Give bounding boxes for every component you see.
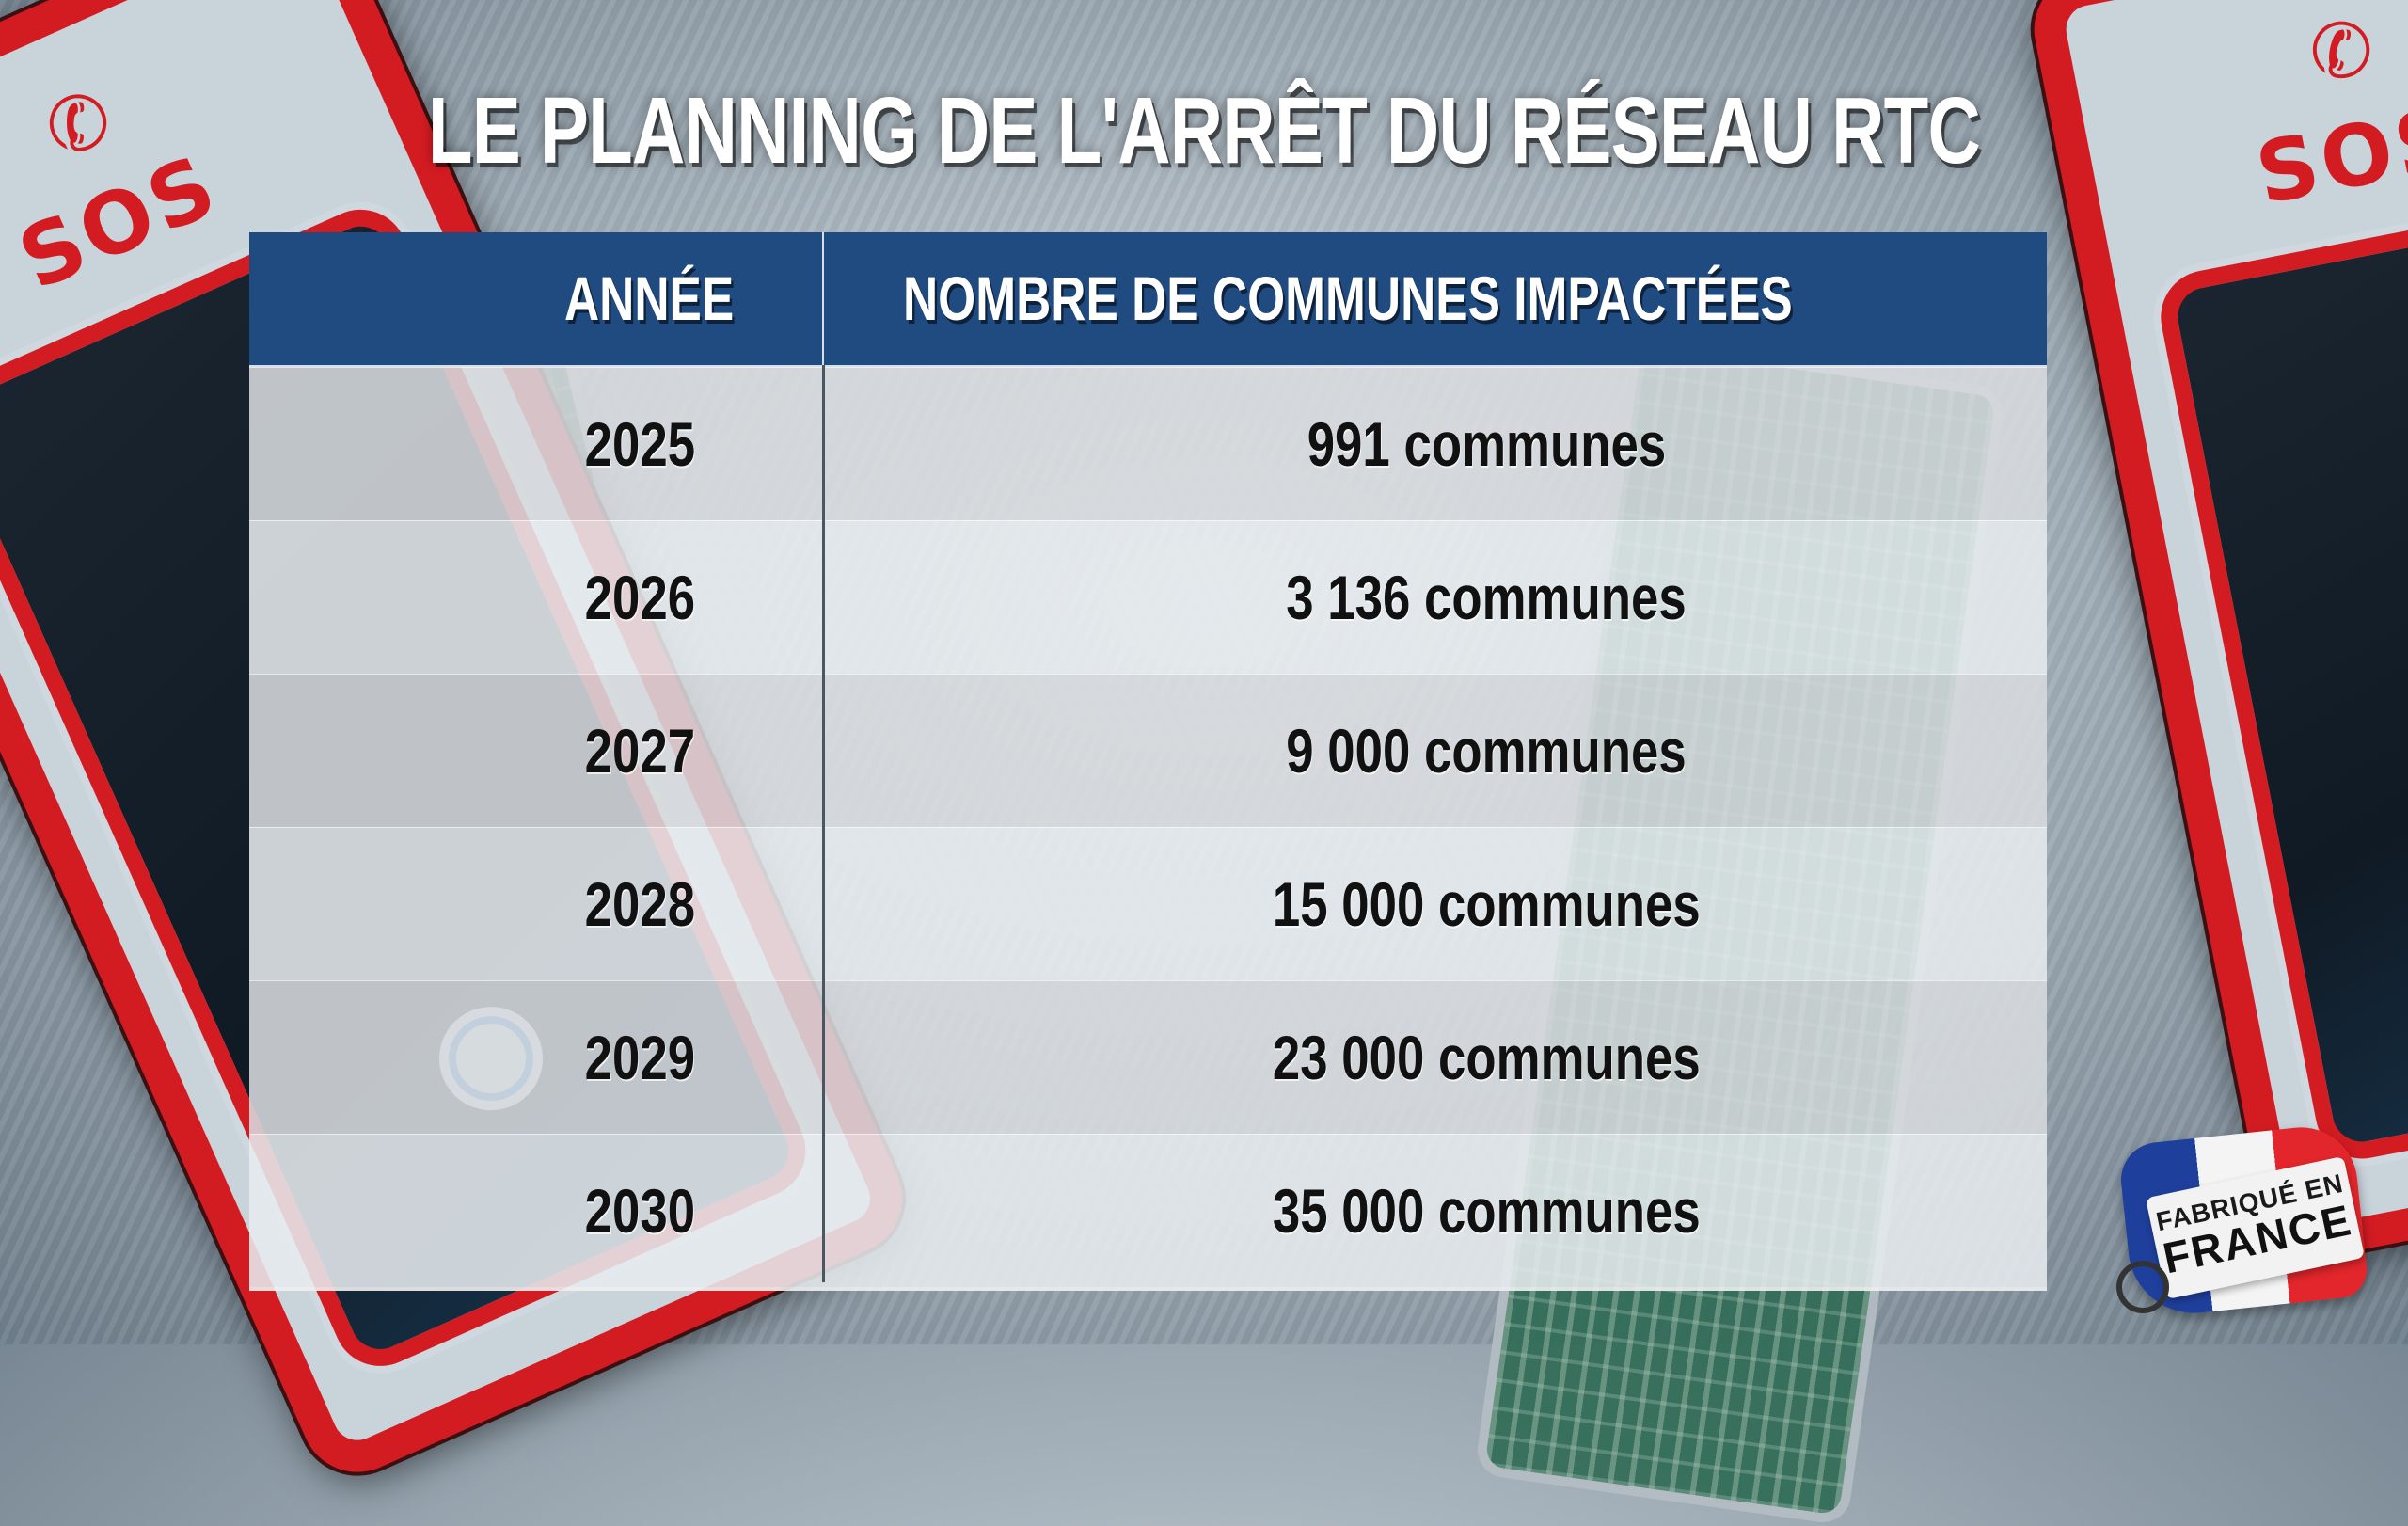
- phone-signal-icon: ✆: [2303, 4, 2381, 99]
- cell-communes-count: 35 000 communes: [1272, 1176, 1701, 1246]
- table-row: 2029 23 000 communes: [249, 980, 2047, 1134]
- cell-communes-count: 23 000 communes: [1272, 1023, 1701, 1092]
- table-header: ANNÉE NOMBRE DE COMMUNES IMPACTÉES: [249, 232, 2047, 365]
- phone-signal-icon: ✆: [32, 72, 125, 176]
- cell-communes-count: 9 000 communes: [1286, 716, 1687, 786]
- table-body: 2025 991 communes 2026 3 136 communes 20…: [249, 367, 2047, 1287]
- cell-year: 2028: [584, 869, 695, 939]
- table-row: 2027 9 000 communes: [249, 674, 2047, 827]
- made-in-france-badge: FABRIQUÉ EN FRANCE: [2116, 1121, 2380, 1322]
- schedule-table: ANNÉE NOMBRE DE COMMUNES IMPACTÉES 2025 …: [249, 232, 2047, 1287]
- cell-communes-count: 15 000 communes: [1272, 869, 1701, 939]
- column-divider: [822, 232, 824, 365]
- table-row: 2025 991 communes: [249, 367, 2047, 520]
- header-year: ANNÉE: [564, 263, 735, 333]
- table-row: 2026 3 136 communes: [249, 520, 2047, 674]
- cell-year: 2025: [584, 409, 695, 479]
- page-title: LE PLANNING DE L'ARRÊT DU RÉSEAU RTC: [427, 78, 1981, 183]
- header-communes-count: NOMBRE DE COMMUNES IMPACTÉES: [903, 263, 1793, 333]
- cell-communes-count: 991 communes: [1307, 409, 1666, 479]
- cell-year: 2027: [584, 716, 695, 786]
- cell-year: 2029: [584, 1023, 695, 1092]
- table-row: 2030 35 000 communes: [249, 1134, 2047, 1287]
- cell-communes-count: 3 136 communes: [1286, 563, 1687, 632]
- table-row: 2028 15 000 communes: [249, 827, 2047, 980]
- keyring-icon: [2116, 1261, 2169, 1313]
- cell-year: 2026: [584, 563, 695, 632]
- cell-year: 2030: [584, 1176, 695, 1246]
- column-divider: [822, 365, 825, 1282]
